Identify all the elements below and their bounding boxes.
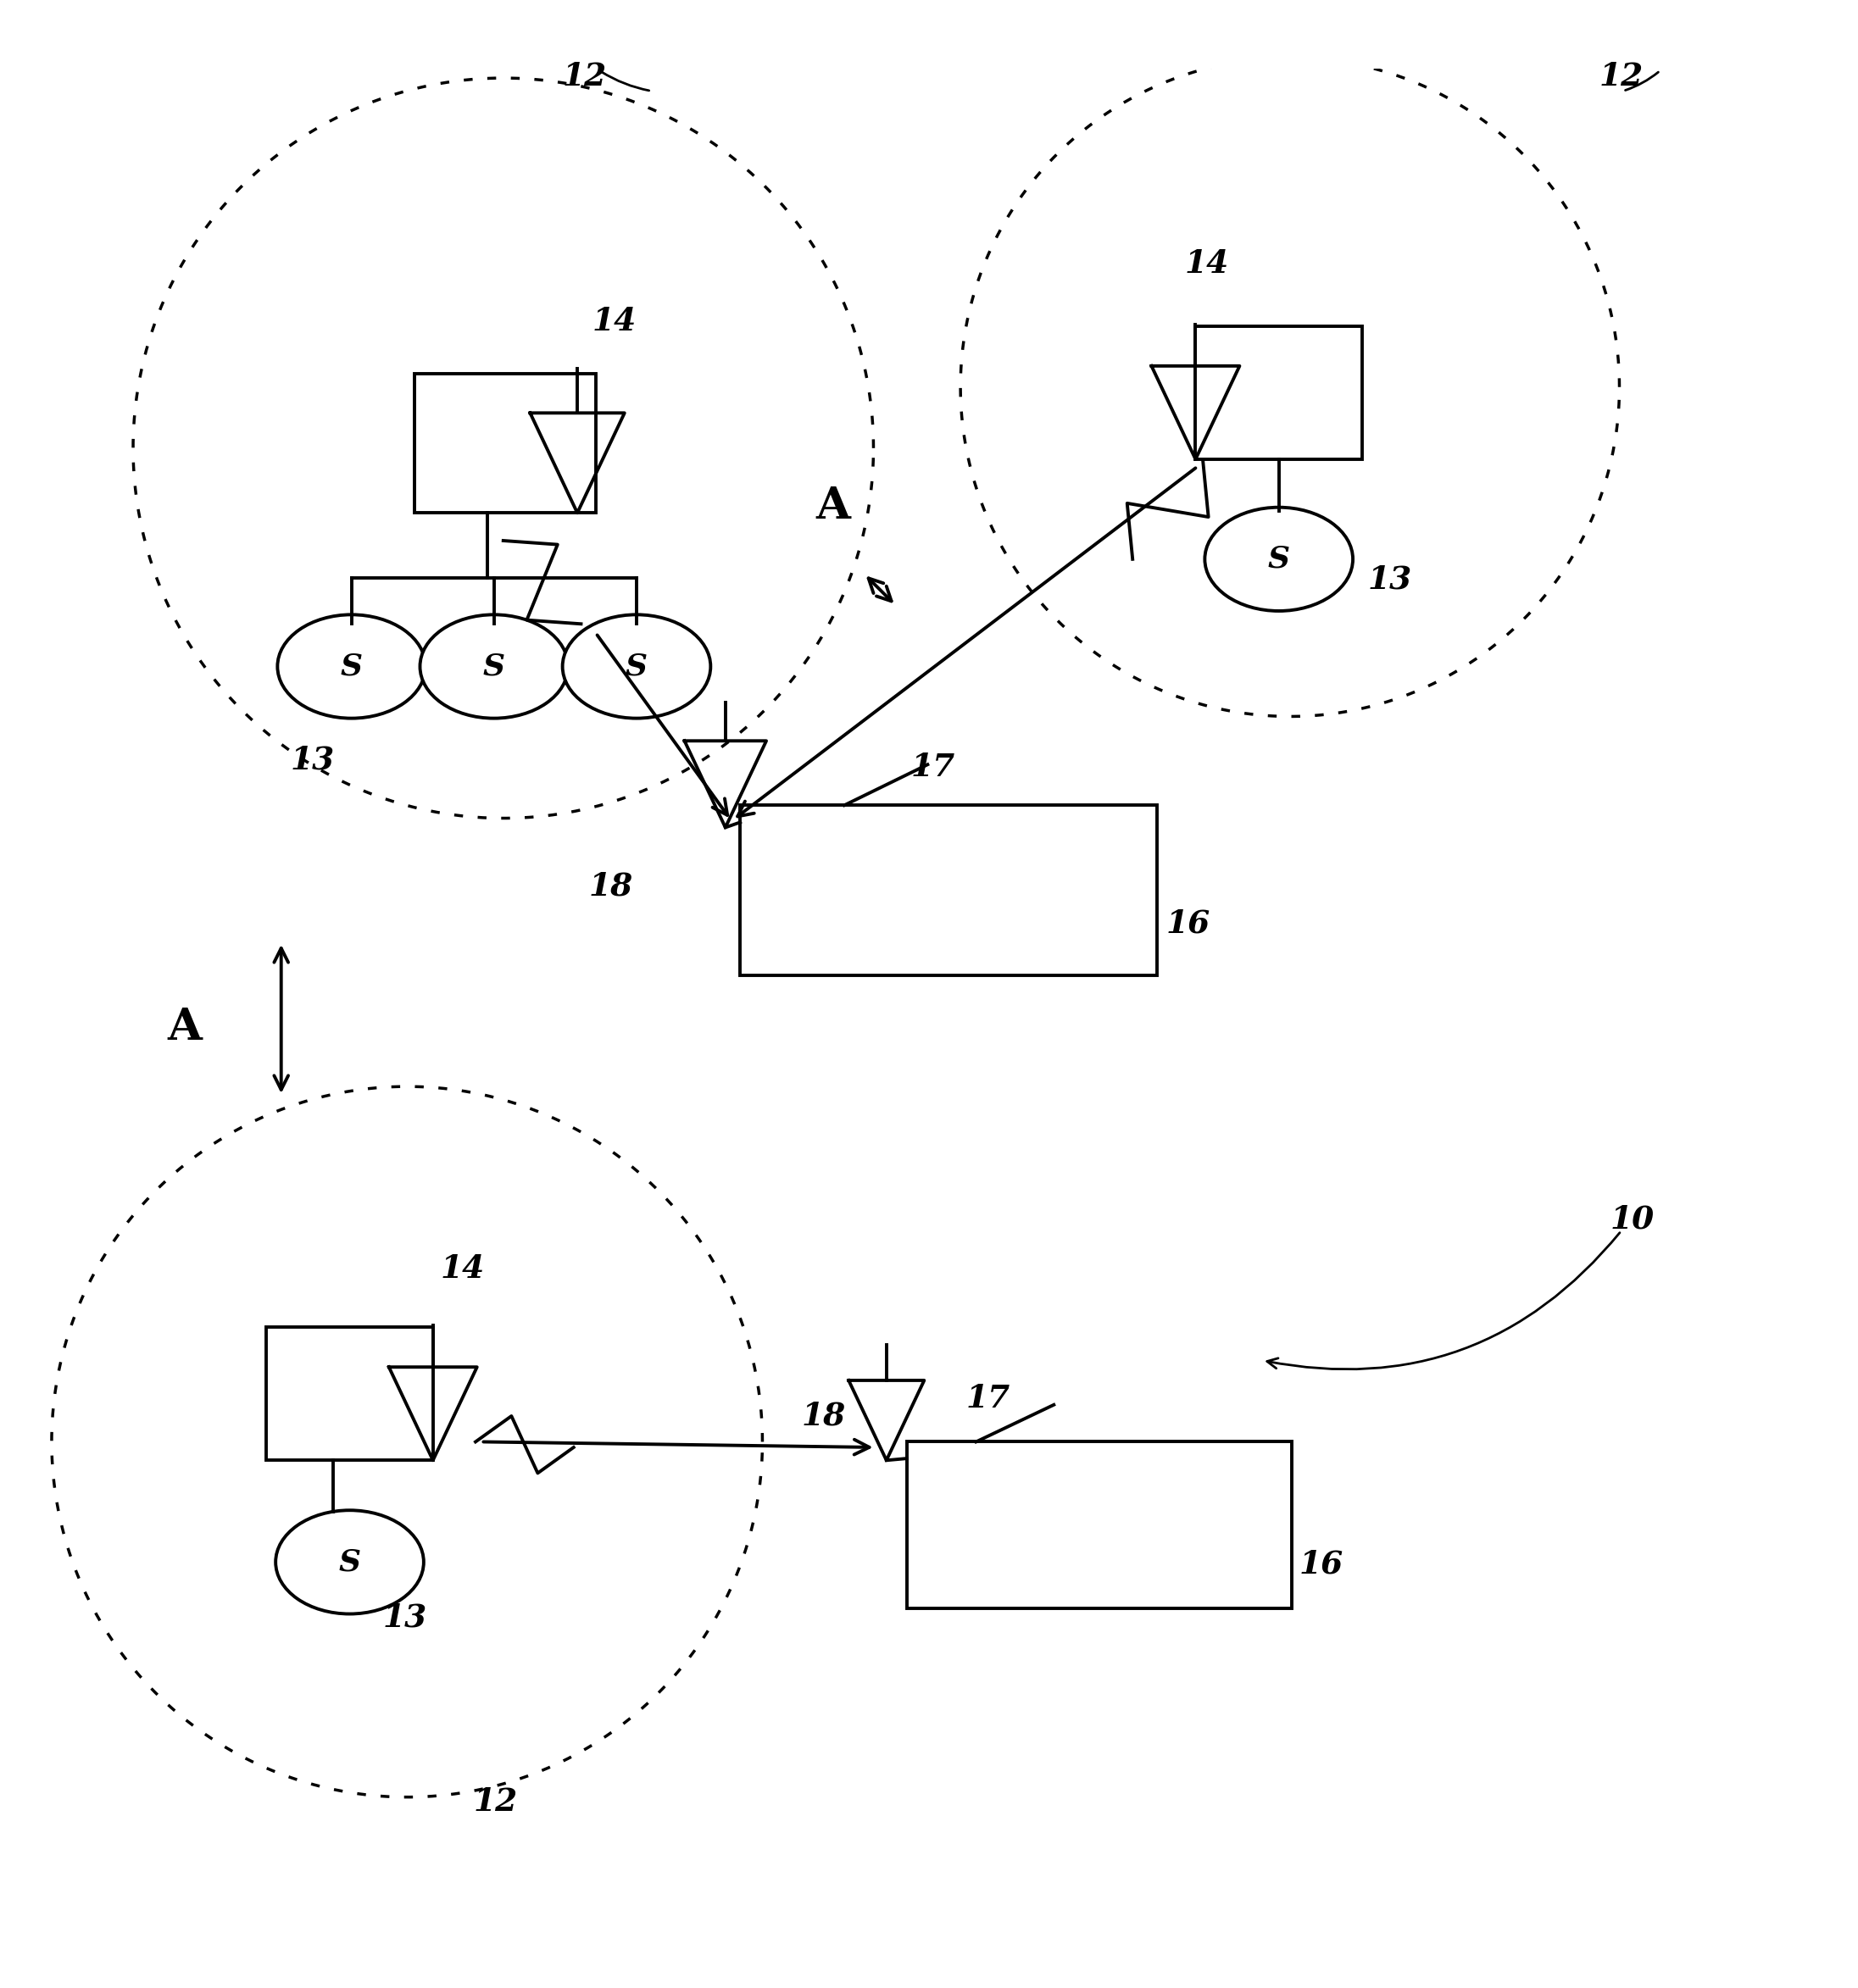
Text: S: S (340, 652, 362, 680)
Ellipse shape (563, 614, 710, 718)
Ellipse shape (275, 1511, 424, 1614)
Text: 17: 17 (966, 1384, 1011, 1413)
Text: S: S (483, 652, 505, 680)
Bar (907, 1441, 1291, 1608)
Text: S: S (1267, 545, 1289, 575)
Text: 13: 13 (290, 744, 334, 775)
Text: 12: 12 (1600, 62, 1642, 93)
Text: S: S (626, 652, 648, 680)
Bar (1195, 326, 1362, 459)
Text: 14: 14 (593, 306, 637, 338)
Text: 12: 12 (563, 62, 608, 93)
Ellipse shape (420, 614, 569, 718)
Text: 16: 16 (1299, 1549, 1343, 1580)
Text: 14: 14 (440, 1252, 485, 1284)
Ellipse shape (1204, 507, 1353, 610)
Bar (739, 805, 1158, 976)
Text: 18: 18 (589, 871, 634, 903)
Text: 13: 13 (383, 1602, 427, 1634)
Bar (414, 374, 596, 513)
Text: 16: 16 (1167, 909, 1210, 940)
Bar (266, 1328, 433, 1461)
Text: 18: 18 (801, 1400, 845, 1431)
Text: 13: 13 (1367, 565, 1412, 594)
Text: 14: 14 (1184, 248, 1228, 280)
Text: 12: 12 (474, 1785, 518, 1817)
Text: A: A (167, 1006, 203, 1050)
Text: S: S (338, 1549, 360, 1576)
Text: 17: 17 (910, 751, 955, 783)
Text: A: A (816, 485, 851, 527)
Ellipse shape (277, 614, 425, 718)
Text: 10: 10 (1611, 1205, 1654, 1235)
